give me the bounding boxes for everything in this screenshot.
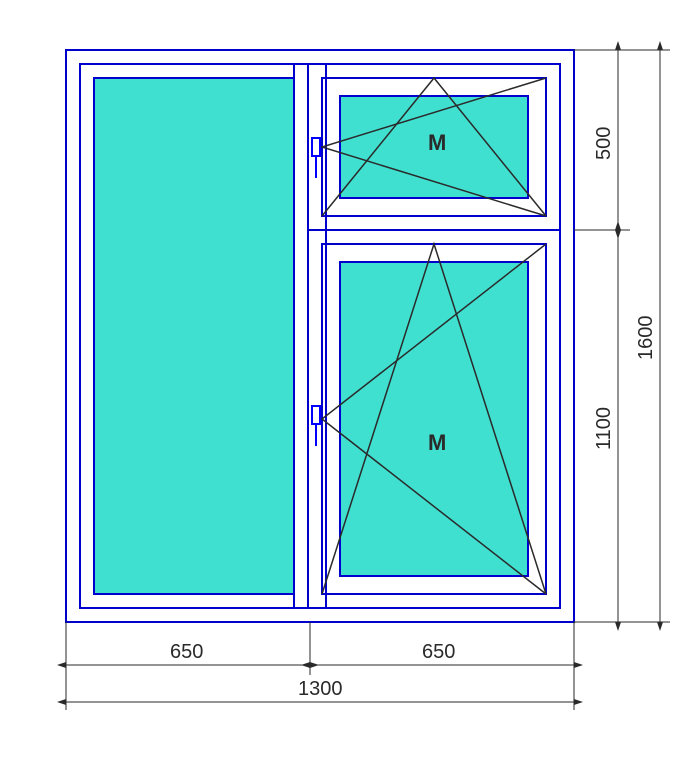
- dim-bottom-total-text: 1300: [298, 678, 343, 700]
- label-bot-m: M: [428, 430, 446, 455]
- dim-right-total-text: 1600: [635, 316, 657, 361]
- dim-right-bot: 1100: [593, 407, 615, 450]
- dim-right-top: 500: [593, 127, 615, 160]
- pane-right-bot-glass: [340, 262, 528, 576]
- dim-bottom-right: 650: [422, 641, 455, 663]
- label-top-m: M: [428, 130, 446, 155]
- window-diagram: M M 650 650 1300 500 1100: [10, 10, 679, 750]
- dim-bottom-left: 650: [170, 641, 203, 663]
- dim-bottom-row1: [66, 622, 574, 675]
- pane-left-fixed: [94, 78, 294, 594]
